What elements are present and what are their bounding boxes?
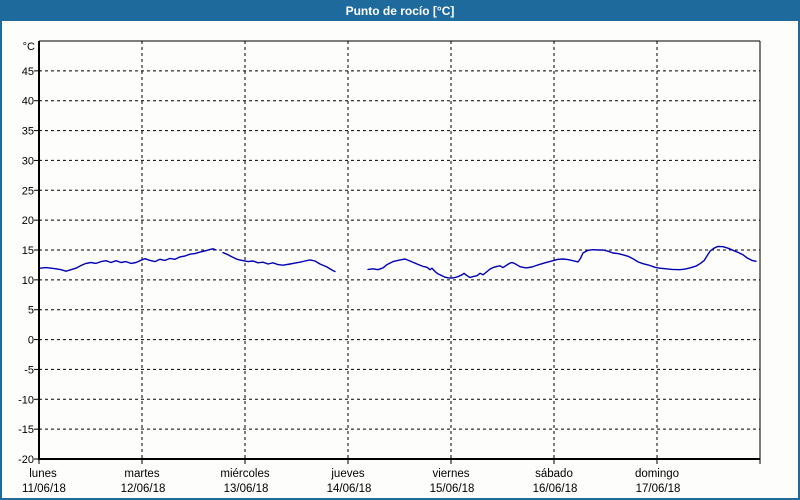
y-axis-label: 30 xyxy=(22,155,34,167)
x-axis-labels: lunes 11/06/18 martes 12/06/18 miércoles 13/0… xyxy=(22,468,680,495)
x-axis-date-label: 12/06/18 xyxy=(121,483,166,495)
y-axis-label: -10 xyxy=(18,394,34,406)
x-axis-day-label: jueves xyxy=(330,468,364,480)
x-axis-day-label: martes xyxy=(124,468,159,480)
y-axis-label: 15 xyxy=(22,245,34,257)
series-punto-de-rocío xyxy=(39,245,757,279)
y-axis-label: 25 xyxy=(22,185,34,197)
y-axis-label: -20 xyxy=(18,454,34,466)
series-line-segment xyxy=(367,245,757,279)
y-gridlines xyxy=(39,70,760,430)
y-axis-label: 20 xyxy=(22,215,34,227)
y-axis-label: 40 xyxy=(22,96,34,108)
axis-ticks xyxy=(34,70,761,464)
x-axis-date-label: 13/06/18 xyxy=(224,483,269,495)
dew-point-line-chart: 45 40 35 30 25 20 15 10 5 0 -5 -10 -15 -20 °C lunes 11/0… xyxy=(2,21,798,498)
y-axis-label: 45 xyxy=(22,66,34,78)
series-line-segment xyxy=(39,248,217,272)
x-axis-date-label: 14/06/18 xyxy=(327,483,372,495)
x-axis-day-label: domingo xyxy=(635,468,679,480)
y-axis-unit-label: °C xyxy=(23,41,35,53)
y-axis-labels: 45 40 35 30 25 20 15 10 5 0 -5 -10 -15 -20 °C xyxy=(18,41,35,466)
x-axis-day-label: viernes xyxy=(432,468,469,480)
chart-area: 45 40 35 30 25 20 15 10 5 0 -5 -10 -15 -20 °C lunes 11/0… xyxy=(2,21,798,498)
x-axis-date-label: 15/06/18 xyxy=(430,483,475,495)
x-axis-day-label: sábado xyxy=(535,468,573,480)
y-axis-label: -15 xyxy=(18,424,34,436)
series-line-segment xyxy=(222,251,336,273)
chart-title: Punto de rocío [°C] xyxy=(345,4,455,18)
y-axis-label: -5 xyxy=(24,364,34,376)
y-axis-label: 35 xyxy=(22,126,34,138)
x-axis-date-label: 16/06/18 xyxy=(533,483,578,495)
x-axis-day-label: lunes xyxy=(29,468,57,480)
y-axis-label: 5 xyxy=(28,305,34,317)
x-axis-date-label: 17/06/18 xyxy=(636,483,681,495)
y-axis-label: 0 xyxy=(28,335,34,347)
x-gridlines xyxy=(141,41,658,459)
x-axis-date-label: 11/06/18 xyxy=(22,483,66,495)
chart-title-bar: Punto de rocío [°C] xyxy=(2,2,798,21)
y-axis-label: 10 xyxy=(22,275,34,287)
x-axis-day-label: miércoles xyxy=(220,468,269,480)
